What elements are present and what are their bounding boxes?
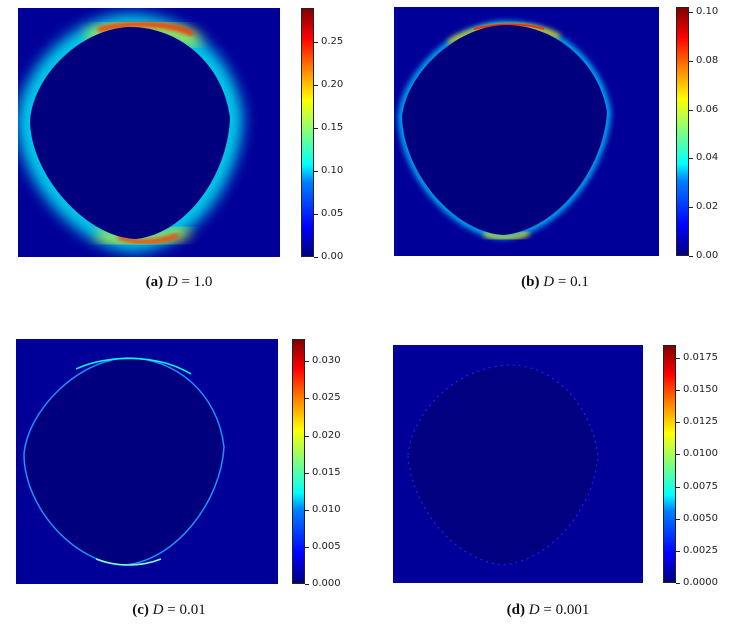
colorbar-tick-mark	[689, 11, 693, 13]
colorbar-tick-label: 0.0075	[683, 480, 718, 492]
colorbar-tick-label: 0.00	[696, 250, 719, 261]
colorbar-tick-label: 0.02	[696, 201, 719, 213]
colorbar-tick-label: 0.000	[312, 578, 341, 589]
colorbar-tick-mark	[305, 509, 309, 511]
colorbar-tick-mark	[305, 546, 309, 548]
colorbar-tick-mark	[305, 361, 309, 363]
colorbar-tick-label: 0.04	[696, 152, 719, 164]
colorbar-tick-label: 0.25	[321, 36, 344, 48]
colorbar-tick-label: 0.05	[321, 208, 344, 220]
colorbar-gradient	[676, 7, 689, 256]
colorbar-tick-mark	[314, 128, 318, 130]
colorbar-tick-label: 0.10	[696, 5, 719, 17]
colorbar-tick-label: 0.0050	[683, 512, 718, 524]
colorbar-tick-label: 0.025	[312, 392, 341, 404]
colorbar-tick-mark	[689, 109, 693, 111]
colorbar-gradient	[301, 8, 314, 257]
colorbar-tick-mark	[676, 583, 680, 584]
colorbar-tick-label: 0.0025	[683, 544, 718, 556]
colorbar-tick-label: 0.030	[312, 355, 341, 367]
colorbar-tick-mark	[689, 207, 693, 209]
colorbar-tick-label: 0.10	[321, 165, 344, 177]
caption-c: (c) D = 0.01	[132, 602, 206, 618]
colorbar-a: 0.00 0.05 0.10 0.15 0.20 0.25	[301, 8, 343, 262]
colorbar-tick-mark	[689, 256, 693, 257]
colorbar-tick-label: 0.015	[312, 466, 341, 478]
colorbar-tick-mark	[676, 422, 680, 424]
colorbar-tick-label: 0.20	[321, 79, 344, 91]
colorbar-tick-mark	[676, 390, 680, 392]
colorbar-tick-mark	[305, 472, 309, 474]
colorbar-tick-mark	[305, 398, 309, 400]
colorbar-tick-mark	[676, 454, 680, 456]
colorbar-b: 0.00 0.02 0.04 0.06 0.08 0.10	[676, 6, 718, 261]
colorbar-gradient	[292, 339, 305, 584]
colorbar-tick-mark	[305, 435, 309, 437]
colorbar-tick-mark	[314, 257, 318, 258]
colorbar-d: 0.0000 0.0025 0.0050 0.0075 0.0100 0.0125 0.01…	[663, 345, 718, 588]
colorbar-tick-label: 0.0150	[683, 384, 718, 396]
colorbar-c: 0.000 0.005 0.010 0.015 0.020 0.025 0.030	[292, 339, 341, 589]
colorbar-tick-label: 0.06	[696, 103, 719, 115]
heatmap-d	[393, 345, 643, 583]
colorbar-tick-mark	[676, 357, 680, 359]
colorbar-tick-mark	[689, 60, 693, 62]
colorbar-tick-label: 0.0125	[683, 416, 718, 428]
colorbar-tick-mark	[314, 214, 318, 216]
caption-b: (b) D = 0.1	[521, 274, 589, 290]
colorbar-tick-label: 0.005	[312, 540, 341, 552]
colorbar-tick-label: 0.15	[321, 122, 344, 134]
colorbar-tick-label: 0.08	[696, 54, 719, 66]
colorbar-tick-mark	[676, 550, 680, 552]
colorbar-tick-mark	[305, 584, 309, 585]
colorbar-tick-label: 0.0175	[683, 351, 718, 363]
colorbar-gradient	[663, 345, 676, 583]
colorbar-tick-label: 0.00	[321, 251, 344, 262]
colorbar-tick-label: 0.0000	[683, 577, 718, 588]
colorbar-tick-mark	[314, 171, 318, 173]
colorbar-tick-label: 0.0100	[683, 448, 718, 460]
colorbar-tick-mark	[314, 85, 318, 87]
heatmap-a	[18, 8, 280, 257]
heatmap-c	[16, 339, 278, 584]
colorbar-tick-label: 0.020	[312, 429, 341, 441]
colorbar-tick-mark	[689, 158, 693, 160]
colorbar-tick-mark	[676, 486, 680, 488]
caption-a: (a) D = 1.0	[145, 274, 213, 290]
colorbar-tick-mark	[314, 42, 318, 44]
colorbar-tick-mark	[676, 518, 680, 520]
colorbar-tick-label: 0.010	[312, 503, 341, 515]
caption-d: (d) D = 0.001	[506, 602, 590, 618]
heatmap-b	[394, 7, 659, 256]
